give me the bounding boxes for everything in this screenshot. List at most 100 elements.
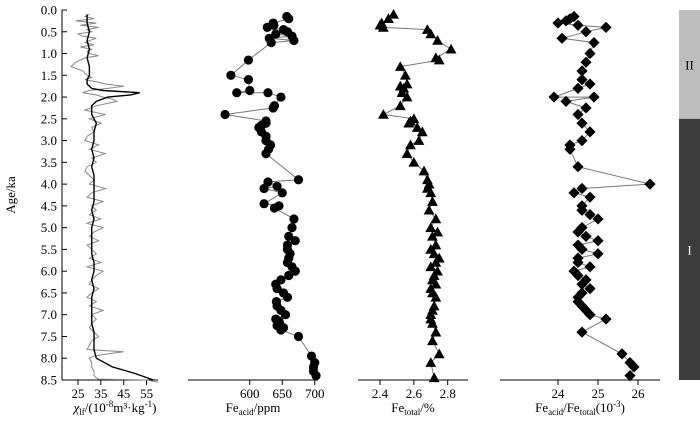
data-point-circle	[232, 88, 242, 98]
data-point-circle	[261, 149, 271, 159]
x-axis-label: Feacid/ppm	[226, 400, 281, 417]
x-axis-label: χlf/(10-8m³·kg-1)	[72, 399, 157, 417]
data-point-triangle	[427, 196, 438, 206]
y-tick-label: 4.0	[41, 177, 57, 192]
data-point-diamond	[548, 91, 560, 103]
data-point-diamond	[600, 313, 612, 325]
data-point-triangle	[432, 226, 443, 237]
y-tick-label: 5.0	[41, 220, 57, 235]
y-tick-label: 6.0	[41, 264, 57, 279]
data-point-triangle	[377, 22, 389, 32]
data-point-diamond	[572, 82, 584, 94]
data-point-circle	[289, 35, 299, 46]
x-tick-label: 2.4	[372, 386, 389, 401]
data-point-circle	[266, 38, 276, 48]
x-tick-label: 35	[94, 386, 107, 401]
data-point-triangle	[432, 35, 443, 45]
raw-susceptibility-line	[70, 13, 159, 383]
data-point-diamond	[588, 37, 600, 49]
data-point-diamond	[592, 235, 604, 247]
data-point-diamond	[584, 47, 596, 60]
data-point-diamond	[580, 304, 592, 316]
data-point-diamond	[584, 191, 596, 203]
x-tick-label: 600	[240, 386, 260, 401]
data-point-diamond	[572, 19, 584, 31]
y-tick-label: 4.5	[41, 198, 57, 213]
x-tick-label: 55	[140, 386, 153, 401]
data-point-circle	[290, 236, 300, 246]
y-tick-label: 1.0	[41, 46, 57, 61]
data-point-circle	[271, 29, 281, 39]
data-point-triangle	[430, 257, 442, 267]
data-point-diamond	[584, 282, 596, 295]
data-point-diamond	[592, 248, 604, 260]
data-point-circle	[289, 214, 299, 224]
data-point-circle	[272, 283, 282, 294]
y-tick-label: 7.5	[41, 329, 57, 344]
x-tick-label: 26	[632, 386, 646, 401]
data-point-circle	[268, 103, 278, 113]
zone-label: II	[685, 57, 694, 72]
x-tick-label: 2.6	[406, 386, 423, 401]
data-point-triangle	[377, 109, 389, 119]
data-point-diamond	[580, 230, 592, 242]
zone-bar	[679, 118, 700, 380]
x-tick-label: 45	[117, 386, 130, 401]
x-tick-label: 25	[592, 386, 605, 401]
data-point-diamond	[624, 370, 636, 382]
zone-label: I	[687, 242, 691, 257]
data-point-circle	[269, 203, 280, 213]
data-point-circle	[220, 109, 230, 120]
data-point-circle	[284, 231, 294, 241]
y-tick-label: 3.0	[41, 133, 57, 148]
y-tick-label: 2.0	[41, 90, 57, 105]
series-connector	[379, 14, 453, 378]
data-point-circle	[276, 325, 286, 335]
data-point-diamond	[560, 15, 572, 27]
data-point-circle	[277, 188, 287, 198]
data-point-diamond	[600, 21, 612, 34]
x-tick-label: 700	[305, 386, 325, 401]
y-tick-label: 2.5	[41, 111, 57, 126]
data-point-circle	[311, 371, 321, 381]
data-point-triangle	[430, 326, 442, 337]
data-point-circle	[226, 70, 236, 80]
data-point-diamond	[584, 309, 596, 321]
y-tick-label: 1.5	[41, 68, 57, 83]
data-point-triangle	[403, 117, 415, 128]
y-tick-label: 0.5	[41, 24, 57, 39]
y-tick-label: 8.5	[41, 373, 57, 388]
data-point-diamond	[568, 187, 580, 199]
data-point-triangle	[425, 261, 437, 272]
data-point-circle	[284, 14, 294, 24]
data-point-diamond	[624, 356, 636, 369]
data-point-triangle	[408, 156, 420, 167]
data-point-diamond	[584, 78, 596, 90]
data-point-diamond	[616, 348, 628, 360]
data-point-circle	[245, 85, 255, 96]
data-point-triangle	[405, 139, 416, 150]
data-point-triangle	[430, 291, 442, 302]
data-point-triangle	[416, 126, 428, 137]
data-point-diamond	[576, 326, 588, 338]
data-point-diamond	[592, 213, 604, 225]
data-point-triangle	[394, 100, 406, 111]
series-connector	[225, 16, 317, 376]
data-point-diamond	[584, 126, 596, 138]
data-point-diamond	[552, 17, 564, 29]
data-point-circle	[293, 175, 304, 185]
x-axis-label: Feacid/Fetotal(10-3)	[535, 399, 625, 417]
data-point-diamond	[644, 178, 656, 190]
data-point-triangle	[413, 135, 425, 145]
data-point-triangle	[430, 278, 442, 289]
data-point-triangle	[445, 43, 457, 54]
x-tick-label: 2.8	[440, 386, 456, 401]
data-point-triangle	[433, 54, 445, 65]
data-point-circle	[272, 181, 282, 191]
data-point-circle	[290, 266, 300, 276]
data-point-diamond	[576, 65, 588, 77]
data-point-circle	[287, 223, 297, 233]
data-point-diamond	[576, 117, 588, 129]
data-point-diamond	[576, 74, 588, 86]
